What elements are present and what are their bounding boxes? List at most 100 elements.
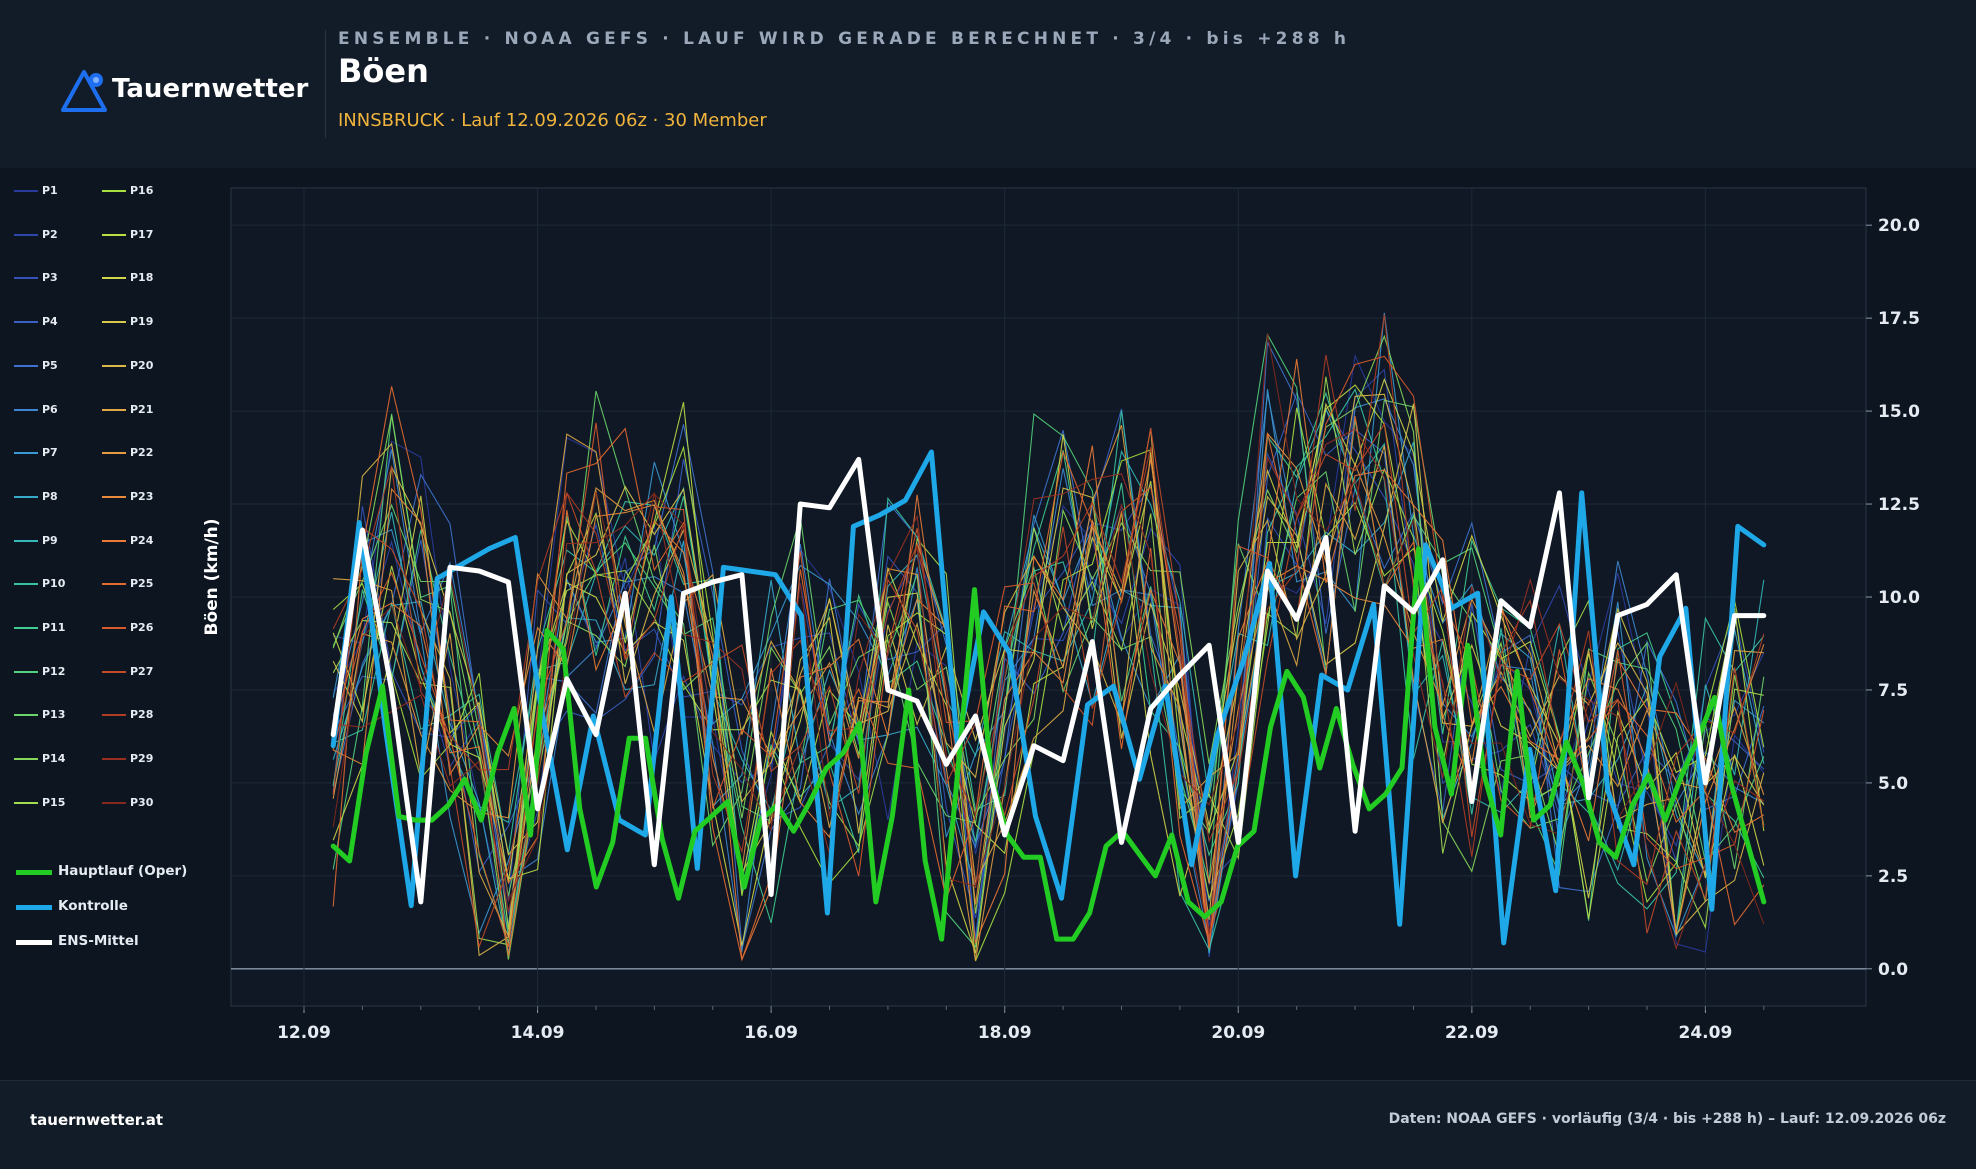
legend-swatch [102, 495, 126, 498]
legend-swatch [102, 801, 126, 804]
legend-swatch [102, 758, 126, 761]
legend-label: P5 [42, 358, 58, 372]
legend-swatch [102, 190, 126, 192]
x-tick-label: 22.09 [1445, 1023, 1499, 1043]
legend-label: P18 [130, 271, 154, 285]
legend-label: P21 [130, 402, 154, 416]
legend-swatch [14, 495, 38, 498]
y-tick-label: 0.0 [1878, 960, 1908, 980]
legend-label: P29 [130, 752, 154, 766]
x-tick-label: 16.09 [744, 1023, 798, 1043]
member-line-p29 [333, 428, 1765, 951]
legend-swatch [14, 758, 38, 761]
control-line [330, 449, 1767, 946]
legend-swatch [102, 233, 126, 236]
legend-swatch [102, 539, 126, 542]
legend-label: P19 [130, 315, 154, 329]
y-tick-label: 20.0 [1878, 216, 1920, 236]
kicker: ENSEMBLE · NOAA GEFS · LAUF WIRD GERADE … [338, 29, 1351, 49]
brand-name: Tauernwetter [112, 74, 309, 104]
legend-swatch [102, 321, 126, 324]
legend-swatch [14, 714, 38, 717]
legend-label: P12 [42, 664, 66, 678]
legend-swatch [14, 801, 38, 804]
legend-swatch [14, 539, 38, 542]
legend-label: P8 [42, 489, 58, 503]
legend-swatch [102, 277, 126, 280]
y-tick-label: 10.0 [1878, 588, 1920, 608]
member-line-p6 [332, 393, 1765, 952]
y-tick-label: 5.0 [1878, 774, 1908, 794]
legend-label: P7 [42, 446, 58, 460]
legend-label: ENS-Mittel [58, 933, 139, 949]
header: Tauernwetter ENSEMBLE · NOAA GEFS · LAUF… [0, 0, 1976, 168]
footer-site[interactable]: tauernwetter.at [30, 1111, 164, 1129]
legend-swatch [14, 627, 38, 629]
legend-label: P25 [130, 577, 154, 591]
logo[interactable]: Tauernwetter [60, 66, 308, 118]
x-tick-label: 20.09 [1211, 1023, 1265, 1043]
legend-swatch [102, 670, 126, 673]
legend-swatch [14, 408, 38, 411]
legend-label: P22 [130, 446, 154, 460]
member-line-p30 [332, 333, 1765, 925]
legend-swatch [102, 627, 126, 629]
legend-label: P1 [42, 184, 58, 197]
legend-label: P24 [130, 533, 154, 547]
legend-label: P20 [130, 358, 154, 372]
member-line-p28 [332, 314, 1765, 888]
legend-swatch [102, 364, 126, 367]
legend-label: P27 [130, 664, 154, 678]
legend-label: P23 [130, 489, 154, 503]
legend-label: Hauptlauf (Oper) [58, 863, 188, 879]
legend-swatch [102, 583, 126, 586]
oper-line [330, 546, 1767, 942]
legend-swatch [14, 190, 38, 192]
legend-label: P3 [42, 271, 58, 285]
footer: tauernwetter.at Daten: NOAA GEFS · vorlä… [0, 1080, 1976, 1169]
legend-label: P14 [42, 752, 66, 766]
member-line-p22 [332, 425, 1765, 961]
legend-label: P16 [130, 184, 154, 197]
legend-label: P11 [42, 621, 66, 634]
legend-label: P9 [42, 533, 58, 547]
legend-label: P2 [42, 227, 58, 241]
legend-swatch [14, 233, 38, 236]
legend-swatch [16, 905, 52, 910]
x-tick-label: 24.09 [1679, 1023, 1733, 1043]
chart: 0.0 2.5 5.0 7.5 10.0 12.5 15.0 17.5 20.0 12.09 14.… [202, 187, 1920, 1043]
page-title: Böen [338, 52, 429, 90]
page-subtitle: INNSBRUCK · Lauf 12.09.2026 06z · 30 Mem… [338, 110, 767, 131]
member-line-p27 [332, 422, 1765, 949]
legend-label: P17 [130, 227, 154, 241]
legend-label: P4 [42, 315, 58, 329]
legend-swatch [16, 870, 52, 875]
y-axis-title: Böen (km/h) [202, 518, 222, 635]
mean-line [330, 456, 1767, 905]
y-tick-label: 2.5 [1878, 867, 1908, 887]
member-line-p25 [332, 386, 1765, 962]
legend-label: P30 [130, 795, 154, 809]
legend-swatch [16, 940, 52, 945]
legend-label: P10 [42, 577, 66, 591]
header-divider [325, 30, 326, 138]
legend-swatch [102, 714, 126, 717]
member-line-p21 [333, 428, 1764, 939]
x-tick-label: 12.09 [277, 1023, 331, 1043]
legend: P1 P2 P3 P4 P5 P6 P7 P8 P9 P10 P11 P12 P13 P14 P15 P16 P… [0, 168, 230, 968]
y-tick-label: 7.5 [1878, 681, 1908, 701]
member-line-p26 [332, 355, 1765, 948]
footer-source: Daten: NOAA GEFS · vorläufig (3/4 · bis … [1388, 1111, 1946, 1127]
legend-swatch [14, 364, 38, 367]
legend-swatch [14, 321, 38, 324]
legend-swatch [14, 452, 38, 455]
triangle-logo-icon [61, 70, 107, 112]
legend-label: P6 [42, 402, 58, 416]
y-tick-label: 17.5 [1878, 309, 1920, 329]
legend-label: P26 [130, 621, 154, 634]
y-tick-label: 15.0 [1878, 402, 1920, 422]
legend-swatch [102, 452, 126, 455]
legend-label: P15 [42, 795, 66, 809]
legend-swatch [14, 670, 38, 673]
legend-swatch [14, 583, 38, 586]
